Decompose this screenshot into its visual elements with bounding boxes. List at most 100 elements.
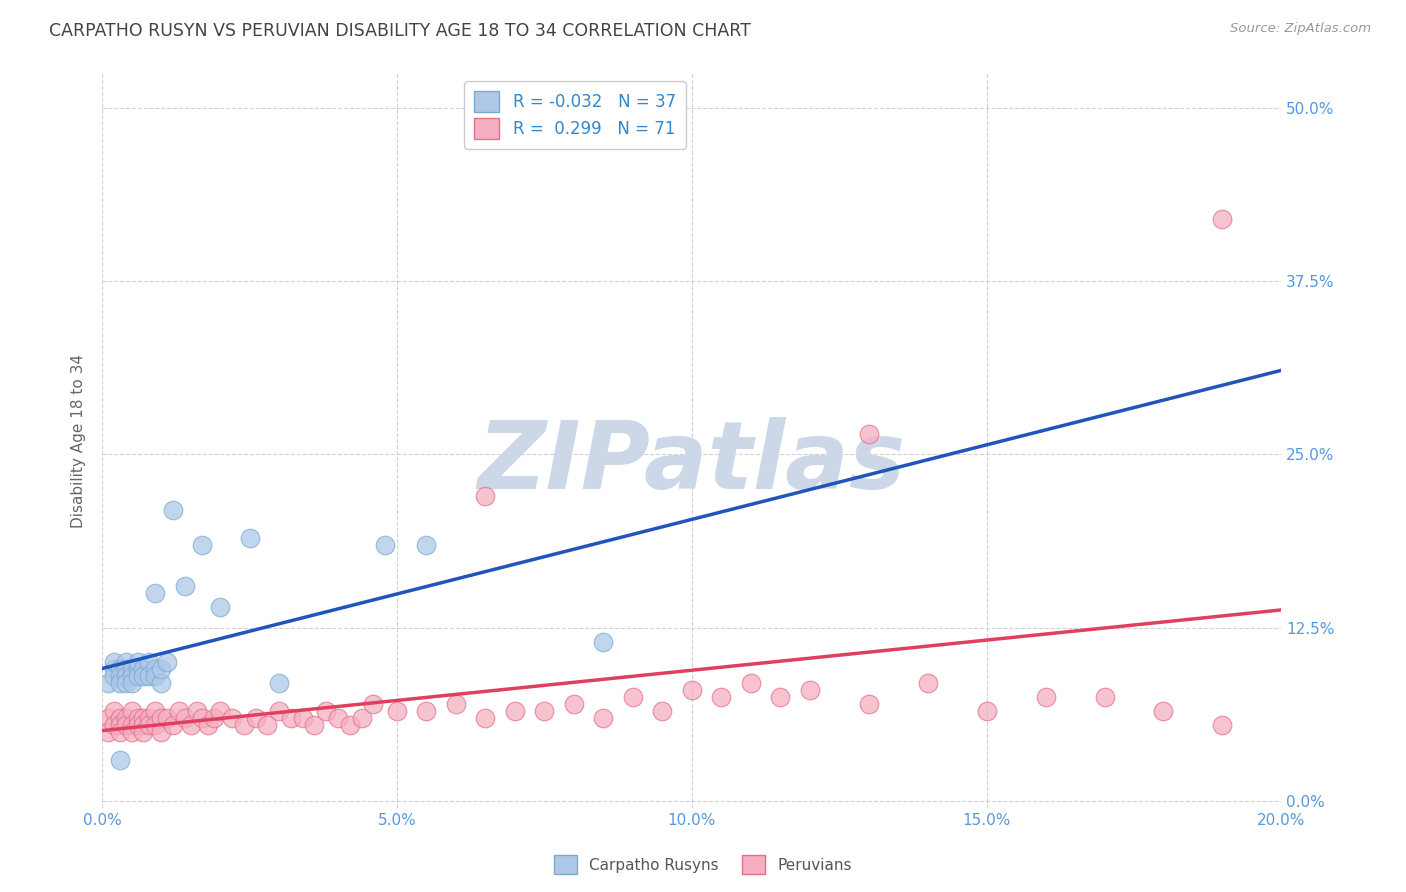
Text: ZIPatlas: ZIPatlas [478, 417, 905, 508]
Point [1211, 211, 1233, 226]
Point [533, 704, 555, 718]
Point [186, 704, 208, 718]
Point [132, 669, 155, 683]
Text: Source: ZipAtlas.com: Source: ZipAtlas.com [1230, 22, 1371, 36]
Point [1153, 704, 1175, 718]
Point [103, 669, 125, 683]
Point [138, 718, 160, 732]
Point [374, 537, 396, 551]
Point [280, 711, 302, 725]
Point [858, 426, 880, 441]
Point [143, 586, 166, 600]
Point [121, 704, 143, 718]
Point [103, 718, 125, 732]
Point [592, 634, 614, 648]
Point [363, 697, 385, 711]
Point [917, 676, 939, 690]
Point [150, 724, 173, 739]
Point [1035, 690, 1057, 705]
Point [740, 676, 762, 690]
Point [651, 704, 673, 718]
Point [97, 676, 120, 690]
Point [191, 537, 214, 551]
Point [681, 683, 703, 698]
Point [256, 718, 278, 732]
Point [562, 697, 585, 711]
Point [162, 718, 184, 732]
Point [132, 718, 155, 732]
Point [127, 662, 149, 676]
Point [127, 669, 149, 683]
Point [474, 711, 496, 725]
Point [121, 662, 143, 676]
Point [121, 676, 143, 690]
Point [232, 718, 254, 732]
Point [127, 718, 149, 732]
Point [1094, 690, 1116, 705]
Point [150, 676, 173, 690]
Point [202, 711, 225, 725]
Point [97, 724, 120, 739]
Point [156, 656, 179, 670]
Point [103, 662, 125, 676]
Point [291, 711, 314, 725]
Point [108, 669, 131, 683]
Point [156, 711, 179, 725]
Point [197, 718, 219, 732]
Point [339, 718, 361, 732]
Point [385, 704, 408, 718]
Point [267, 676, 290, 690]
Point [114, 676, 136, 690]
Point [799, 683, 821, 698]
Point [858, 697, 880, 711]
Point [221, 711, 243, 725]
Point [121, 724, 143, 739]
Point [121, 669, 143, 683]
Point [304, 718, 326, 732]
Point [710, 690, 733, 705]
Point [143, 669, 166, 683]
Point [444, 697, 467, 711]
Point [150, 662, 173, 676]
Point [503, 704, 526, 718]
Text: CARPATHO RUSYN VS PERUVIAN DISABILITY AGE 18 TO 34 CORRELATION CHART: CARPATHO RUSYN VS PERUVIAN DISABILITY AG… [49, 22, 751, 40]
Point [415, 704, 437, 718]
Point [167, 704, 190, 718]
Legend: R = -0.032   N = 37, R =  0.299   N = 71: R = -0.032 N = 37, R = 0.299 N = 71 [464, 81, 686, 149]
Point [114, 718, 136, 732]
Y-axis label: Disability Age 18 to 34: Disability Age 18 to 34 [72, 353, 86, 527]
Point [173, 579, 195, 593]
Point [114, 711, 136, 725]
Point [191, 711, 214, 725]
Point [592, 711, 614, 725]
Point [108, 718, 131, 732]
Point [350, 711, 373, 725]
Point [239, 531, 262, 545]
Point [143, 704, 166, 718]
Point [138, 711, 160, 725]
Point [143, 662, 166, 676]
Point [209, 599, 232, 614]
Point [127, 656, 149, 670]
Point [138, 669, 160, 683]
Point [1211, 718, 1233, 732]
Point [132, 662, 155, 676]
Point [138, 656, 160, 670]
Point [121, 718, 143, 732]
Point [267, 704, 290, 718]
Point [132, 724, 155, 739]
Legend: Carpatho Rusyns, Peruvians: Carpatho Rusyns, Peruvians [548, 849, 858, 880]
Point [209, 704, 232, 718]
Point [621, 690, 644, 705]
Point [114, 656, 136, 670]
Point [127, 711, 149, 725]
Point [103, 704, 125, 718]
Point [245, 711, 267, 725]
Point [108, 711, 131, 725]
Point [108, 752, 131, 766]
Point [173, 711, 195, 725]
Point [474, 489, 496, 503]
Point [769, 690, 792, 705]
Point [103, 656, 125, 670]
Point [326, 711, 349, 725]
